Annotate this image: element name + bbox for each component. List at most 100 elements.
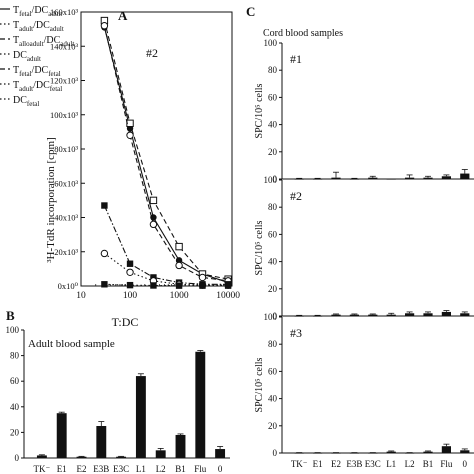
panel-c-sample-label-1: #1 [290, 52, 302, 66]
panel-b-title: Adult blood sample [28, 338, 115, 350]
panel-b-xtick-label-3: E3B [93, 464, 109, 474]
panel-c-1-ytick-label-2: 40 [268, 120, 278, 130]
panel-a-point-1-3 [175, 242, 183, 251]
panel-c-3-xtick-label-7: B1 [423, 459, 434, 469]
panel-a-series-0 [103, 27, 229, 284]
panel-c-ylabel-3: SPC/10⁵ cells [254, 357, 265, 412]
panel-c-3-ytick-label-2: 40 [268, 394, 278, 404]
panel-c-2-bar-6 [405, 313, 415, 316]
panel-c-1-ytick-label-5: 100 [264, 38, 278, 48]
panel-c-3-xtick-label-9: 0 [463, 459, 468, 469]
panel-a-point-5-2 [150, 282, 157, 289]
panel-a-ytick-label-8: 160x10³ [50, 7, 79, 17]
panel-c-sample-label-3: #3 [290, 326, 302, 340]
panel-b-xtick-label-8: Flu [194, 464, 207, 474]
panel-c-subplot-2: 0 20 40 60 80 100 #2 SPC/10⁵ cells [254, 175, 474, 321]
panel-a-point-1-2 [149, 196, 158, 205]
panel-c-3-xtick-label-2: E2 [331, 459, 341, 469]
panel-c-1-bar-3 [349, 179, 359, 180]
panel-a-ylabel: ³H-TdR incorporation [cpm] [45, 137, 57, 263]
panel-a-ytick-label-7: 140x10³ [50, 41, 79, 51]
panel-c-ylabel-2: SPC/10⁵ cells [254, 220, 265, 275]
panel-b-xtick-label-7: B1 [175, 464, 186, 474]
panel-c-3-xtick-label-3: E3B [346, 459, 362, 469]
panel-b-bar-6 [155, 450, 166, 458]
panel-b-xtick-label-2: E2 [77, 464, 87, 474]
panel-a-point-2-2 [149, 220, 158, 229]
panel-b-bar-3 [96, 426, 107, 458]
panel-c-2-ytick-label-3: 60 [268, 229, 278, 239]
panel-c-2-bar-2 [331, 314, 341, 316]
panel-c-subplot-1: 0 20 40 60 80 100 #1 SPC/10⁵ cells [254, 38, 474, 184]
panel-c-2-bar-0 [294, 316, 304, 317]
panel-c-1-ytick-label-4: 80 [268, 65, 278, 75]
panel-a-xtick-label-0: 10 [76, 291, 86, 301]
panel-b-xtick-label-5: L1 [136, 464, 146, 474]
panel-a-ytick-label-1: 20x10³ [54, 247, 78, 257]
panel-a-point-5-4 [199, 282, 206, 289]
panel-c-1-bar-1 [313, 179, 323, 180]
legend-entry-1: Tadult/DCadult [13, 20, 64, 33]
panel-c-1-ytick-label-1: 20 [268, 147, 278, 157]
panel-b-bar-4 [116, 456, 127, 458]
panel-b-bar-5 [135, 376, 146, 458]
panel-b: B Adult blood sample 0 20 40 60 80 100 TK⁻ E1 E2… [6, 308, 230, 474]
panel-a-ytick-label-4: 80x10³ [54, 144, 78, 154]
panel-a-xtick-label-1: 100 [123, 291, 138, 301]
panel-a-point-3-0 [101, 202, 108, 209]
panel-c-2-bar-3 [349, 314, 359, 316]
panel-b-ytick-label-1: 20 [10, 427, 20, 437]
panel-a-point-5-1 [126, 281, 134, 289]
panel-c-3-bar-2 [331, 453, 341, 454]
panel-b-letter: B [6, 308, 15, 323]
panel-b-xtick-label-0: TK⁻ [34, 464, 51, 474]
panel-b-xtick-label-6: L2 [156, 464, 166, 474]
panel-a-point-3-1 [126, 260, 134, 267]
panel-b-xtick-label-1: E1 [57, 464, 67, 474]
panel-a-series-1 [103, 20, 229, 280]
panel-a-point-2-3 [175, 261, 183, 270]
panel-a: A #2 T:DC ³H-TdR incorporation [cpm] 0x1… [45, 7, 240, 329]
panel-c-1-bar-9 [460, 173, 470, 179]
panel-c-3-bar-0 [294, 453, 304, 454]
panel-a-ytick-label-5: 100x10³ [50, 110, 79, 120]
legend-entry-2: Talloadult/DCadult [13, 35, 74, 48]
panel-c-3-bar-1 [313, 453, 323, 454]
panel-c-1-ytick-label-3: 60 [268, 92, 278, 102]
panel-c-1-bar-5 [386, 179, 396, 180]
panel-c-2-ytick-label-2: 40 [268, 257, 278, 267]
legend: Tfetal/DCadult Tadult/DCadult Talloadult/D… [0, 5, 74, 108]
panel-c-3-bar-8 [441, 446, 451, 453]
panel-c-letter: C [246, 4, 255, 19]
panel-b-ytick-label-0: 0 [15, 453, 20, 463]
panel-a-series-5 [104, 283, 229, 287]
panel-a-point-4-1 [126, 268, 134, 276]
panel-b-xtick-label-4: E3C [113, 464, 129, 474]
panel-a-point-2-4 [198, 273, 207, 282]
panel-c-1-bar-8 [441, 176, 451, 179]
panel-a-point-2-1 [126, 131, 134, 140]
panel-c-3-bar-3 [349, 453, 359, 454]
panel-b-ytick-label-5: 100 [6, 325, 20, 335]
panel-a-xlabel: T:DC [112, 315, 139, 329]
panel-b-bar-9 [215, 449, 226, 458]
panel-c-3-bar-5 [386, 451, 396, 453]
panel-c: C Cord blood samples 0 20 40 60 80 100 #1 SPC/1… [246, 4, 474, 469]
panel-a-xtick-label-3: 10000 [216, 291, 240, 301]
panel-c-1-bar-7 [423, 177, 433, 179]
panel-a-letter: A [118, 8, 128, 23]
panel-c-3-xtick-label-5: L1 [386, 459, 396, 469]
panel-a-point-0-2 [150, 214, 157, 221]
panel-c-3-xtick-label-0: TK⁻ [291, 459, 308, 469]
panel-b-bar-2 [76, 456, 87, 458]
panel-a-ytick-label-6: 120x10³ [50, 76, 79, 86]
legend-entry-4: Tfetal/DCfetal [13, 65, 61, 78]
panel-c-2-bar-4 [368, 314, 378, 316]
panel-c-3-xtick-label-1: E1 [313, 459, 323, 469]
panel-c-subplot-3: 0 20 40 60 80 100 TK⁻ E1 E2 E3B E3C L1 L2 B1 Flu 0 #3 SPC… [254, 312, 474, 469]
panel-a-annotation: #2 [146, 46, 158, 60]
panel-b-ytick-label-2: 40 [10, 402, 20, 412]
panel-c-3-ytick-label-0: 0 [273, 448, 278, 458]
panel-b-bar-1 [56, 413, 67, 458]
